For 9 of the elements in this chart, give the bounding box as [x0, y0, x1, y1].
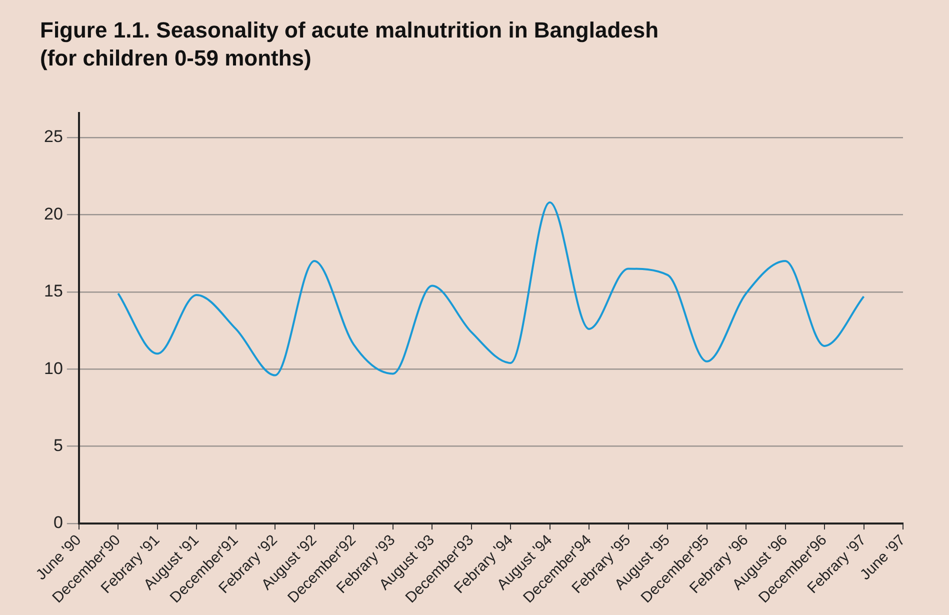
y-tick-label: 5: [53, 436, 63, 456]
y-tick-label: 20: [44, 204, 63, 224]
y-tick-label: 0: [53, 513, 63, 532]
chart-title: Figure 1.1. Seasonality of acute malnutrition in Bangladesh: [40, 17, 659, 42]
chart-subtitle: (for children 0-59 months): [40, 46, 312, 71]
y-tick-label: 15: [44, 282, 63, 301]
line-series: [117, 201, 865, 376]
y-tick-label: 10: [44, 358, 63, 378]
y-tick-label: 25: [44, 127, 63, 146]
